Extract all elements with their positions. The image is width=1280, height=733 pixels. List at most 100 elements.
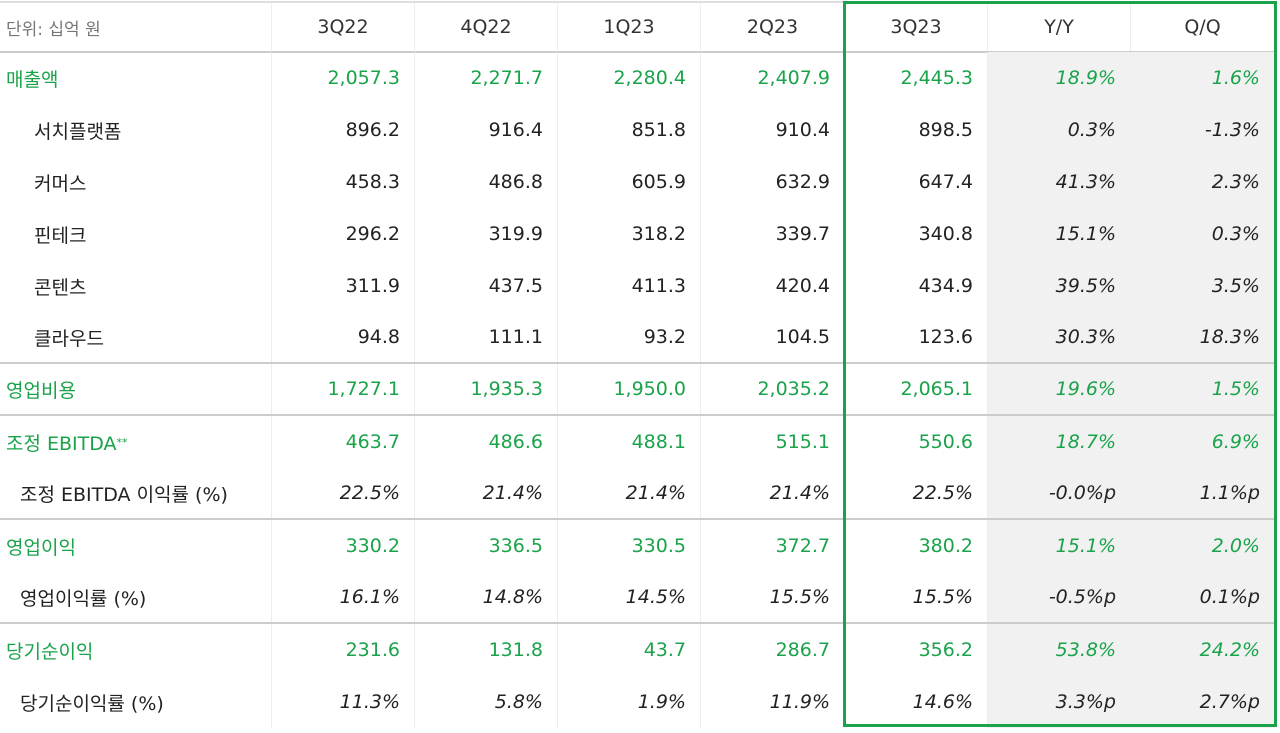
value-cell: 231.6	[272, 624, 415, 676]
value-cell: 339.7	[701, 208, 845, 260]
value-cell: 463.7	[272, 416, 415, 468]
row-label: 커머스	[0, 156, 272, 208]
value-cell: 18.7%	[988, 416, 1131, 468]
value-cell: 18.9%	[988, 52, 1131, 104]
value-cell: 24.2%	[1131, 624, 1275, 676]
table-row: 당기순이익 231.6 131.8 43.7 286.7 356.2 53.8% 24.2%	[0, 624, 1275, 676]
value-cell: 356.2	[845, 624, 988, 676]
value-cell: 93.2	[558, 312, 701, 362]
value-cell: 1.5%	[1131, 364, 1275, 414]
column-header: Q/Q	[1131, 3, 1275, 51]
value-cell: 53.8%	[988, 624, 1131, 676]
value-cell: 15.5%	[701, 572, 845, 622]
value-cell: 605.9	[558, 156, 701, 208]
value-cell: 2,035.2	[701, 364, 845, 414]
value-cell: 330.2	[272, 520, 415, 572]
column-header: 3Q22	[272, 3, 415, 51]
value-cell: 896.2	[272, 104, 415, 156]
value-cell: 420.4	[701, 260, 845, 312]
value-cell: 14.8%	[415, 572, 558, 622]
table-row: 영업비용 1,727.1 1,935.3 1,950.0 2,035.2 2,065.1 1…	[0, 364, 1275, 416]
value-cell: 647.4	[845, 156, 988, 208]
value-cell: 1.9%	[558, 676, 701, 728]
value-cell: 2,057.3	[272, 52, 415, 104]
row-label-text: 콘텐츠	[34, 276, 87, 299]
row-label: 매출액	[0, 52, 272, 104]
value-cell: 1,727.1	[272, 364, 415, 414]
value-cell: 318.2	[558, 208, 701, 260]
row-label: 당기순이익	[0, 624, 272, 676]
value-cell: 2,065.1	[845, 364, 988, 414]
value-cell: 340.8	[845, 208, 988, 260]
row-label: 콘텐츠	[0, 260, 272, 312]
value-cell: 11.9%	[701, 676, 845, 728]
value-cell: 30.3%	[988, 312, 1131, 362]
value-cell: 16.1%	[272, 572, 415, 622]
table-row: 커머스 458.3 486.8 605.9 632.9 647.4 41.3% 2.3%	[0, 156, 1275, 208]
value-cell: 22.5%	[845, 468, 988, 518]
value-cell: 123.6	[845, 312, 988, 362]
value-cell: 14.5%	[558, 572, 701, 622]
value-cell: 2.3%	[1131, 156, 1275, 208]
column-header: 3Q23	[845, 3, 988, 51]
row-label: 영업이익률 (%)	[0, 572, 272, 622]
row-label-text: 조정 EBITDA 이익률 (%)	[20, 483, 228, 506]
value-cell: 43.7	[558, 624, 701, 676]
value-cell: 372.7	[701, 520, 845, 572]
table-row: 서치플랫폼 896.2 916.4 851.8 910.4 898.5 0.3% -1.3%	[0, 104, 1275, 156]
table-row: 매출액 2,057.3 2,271.7 2,280.4 2,407.9 2,445.3 18…	[0, 52, 1275, 104]
column-header: 4Q22	[415, 3, 558, 51]
value-cell: 19.6%	[988, 364, 1131, 414]
value-cell: 22.5%	[272, 468, 415, 518]
value-cell: 2.7%p	[1131, 676, 1275, 728]
value-cell: 550.6	[845, 416, 988, 468]
value-cell: 2,280.4	[558, 52, 701, 104]
row-label-text: 당기순이익	[6, 640, 94, 663]
value-cell: 1,935.3	[415, 364, 558, 414]
value-cell: -0.5%p	[988, 572, 1131, 622]
row-label-text: 매출액	[6, 68, 59, 91]
value-cell: 2.0%	[1131, 520, 1275, 572]
value-cell: 515.1	[701, 416, 845, 468]
value-cell: 632.9	[701, 156, 845, 208]
value-cell: 488.1	[558, 416, 701, 468]
row-label: 당기순이익률 (%)	[0, 676, 272, 728]
value-cell: 434.9	[845, 260, 988, 312]
row-label: 영업이익	[0, 520, 272, 572]
value-cell: 21.4%	[701, 468, 845, 518]
table-row: 핀테크 296.2 319.9 318.2 339.7 340.8 15.1% 0.3%	[0, 208, 1275, 260]
value-cell: 2,407.9	[701, 52, 845, 104]
value-cell: 0.1%p	[1131, 572, 1275, 622]
row-label: 조정 EBITDA **	[0, 416, 272, 468]
value-cell: 14.6%	[845, 676, 988, 728]
value-cell: 336.5	[415, 520, 558, 572]
value-cell: 94.8	[272, 312, 415, 362]
value-cell: 286.7	[701, 624, 845, 676]
value-cell: 111.1	[415, 312, 558, 362]
value-cell: 0.3%	[1131, 208, 1275, 260]
value-cell: 380.2	[845, 520, 988, 572]
value-cell: 437.5	[415, 260, 558, 312]
value-cell: 6.9%	[1131, 416, 1275, 468]
column-header: 1Q23	[558, 3, 701, 51]
table-row: 당기순이익률 (%) 11.3% 5.8% 1.9% 11.9% 14.6% 3.3%p 2.…	[0, 676, 1275, 728]
value-cell: 311.9	[272, 260, 415, 312]
value-cell: 104.5	[701, 312, 845, 362]
row-label: 핀테크	[0, 208, 272, 260]
value-cell: -1.3%	[1131, 104, 1275, 156]
value-cell: 916.4	[415, 104, 558, 156]
row-label-text: 클라우드	[34, 327, 104, 350]
value-cell: 1.1%p	[1131, 468, 1275, 518]
value-cell: 3.3%p	[988, 676, 1131, 728]
value-cell: 2,445.3	[845, 52, 988, 104]
table-row: 클라우드 94.8 111.1 93.2 104.5 123.6 30.3% 18.3%	[0, 312, 1275, 364]
value-cell: 411.3	[558, 260, 701, 312]
value-cell: 1,950.0	[558, 364, 701, 414]
row-label-text: 서치플랫폼	[34, 120, 122, 143]
row-label-text: 영업비용	[6, 379, 76, 402]
table-row: 조정 EBITDA ** 463.7 486.6 488.1 515.1 550.6 18.7…	[0, 416, 1275, 468]
row-label: 영업비용	[0, 364, 272, 414]
table-row: 콘텐츠 311.9 437.5 411.3 420.4 434.9 39.5% 3.5%	[0, 260, 1275, 312]
unit-label: 단위: 십억 원	[0, 3, 272, 51]
